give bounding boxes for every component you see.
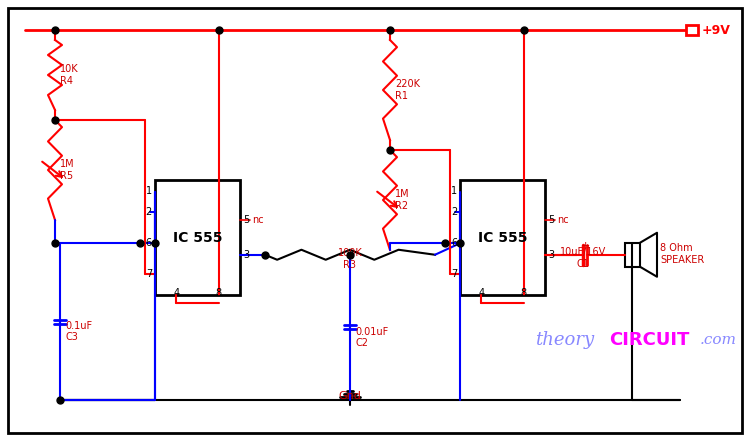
Text: +: + [580,241,590,251]
Text: 5: 5 [548,215,554,225]
Text: 3: 3 [243,250,249,260]
Text: nc: nc [557,215,568,225]
Bar [155,180,240,295]
Text: 3: 3 [548,250,554,260]
Text: 100K
R3: 100K R3 [338,248,362,270]
Text: 1M
R2: 1M R2 [395,189,410,211]
Bar [625,243,640,267]
Text: 1: 1 [451,187,457,197]
Text: 7: 7 [451,269,457,279]
Text: 1M
R5: 1M R5 [60,159,74,181]
Text: 8: 8 [520,288,526,298]
Text: 1: 1 [146,187,152,197]
Text: nc: nc [252,215,264,225]
Text: 7: 7 [146,269,152,279]
Text: 2: 2 [146,207,152,217]
Text: +9V: +9V [702,23,730,37]
Text: 8 Ohm: 8 Ohm [660,243,693,253]
Text: 10uF/16V
C1: 10uF/16V C1 [560,247,606,269]
Text: .com: .com [700,333,737,347]
Text: CIRCUIT: CIRCUIT [609,331,689,349]
Text: Gnd: Gnd [338,391,362,401]
Text: 4: 4 [478,288,484,298]
Text: IC 555: IC 555 [478,231,527,244]
Text: 2: 2 [451,207,457,217]
Text: 4: 4 [173,288,179,298]
Text: theory: theory [535,331,594,349]
Bar [686,25,698,35]
Text: 0.1uF
C3: 0.1uF C3 [65,321,92,342]
Text: 220K
R1: 220K R1 [395,79,420,101]
Text: 8: 8 [216,288,222,298]
Text: 0.01uF
C2: 0.01uF C2 [355,327,388,348]
Text: 6: 6 [451,238,457,248]
Text: 6: 6 [146,238,152,248]
Text: SPEAKER: SPEAKER [660,255,704,265]
Text: 10K
R4: 10K R4 [60,64,79,86]
Bar [460,180,545,295]
Text: 5: 5 [243,215,249,225]
Text: IC 555: IC 555 [172,231,222,244]
